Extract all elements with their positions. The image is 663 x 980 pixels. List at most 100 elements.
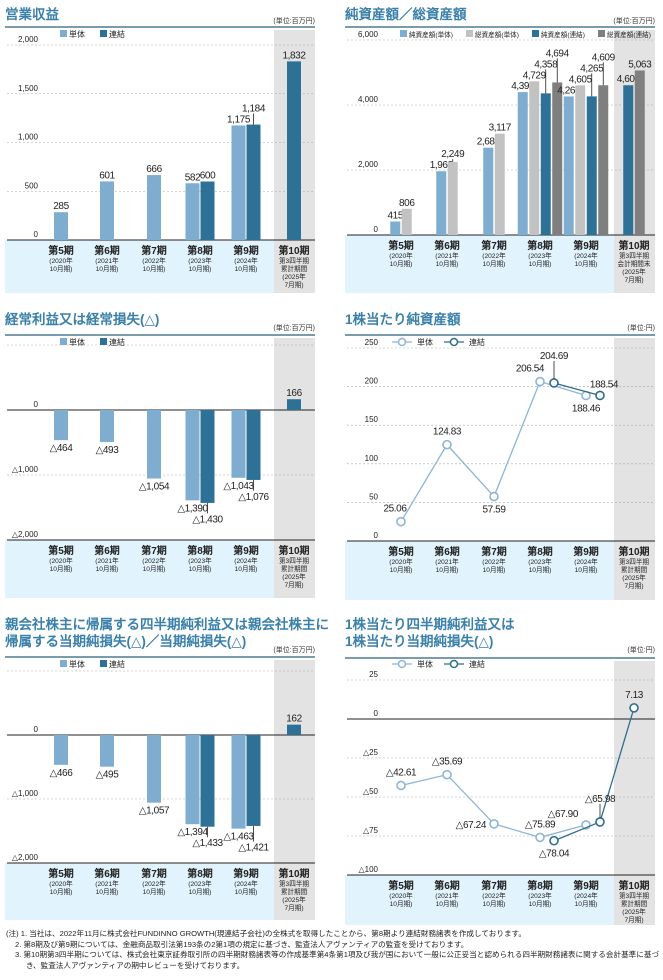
bar: [54, 735, 68, 765]
y-tick-label: 1,500: [18, 84, 39, 93]
category-sublabel: (2025年: [282, 272, 306, 281]
chart-title: 親会社株主に帰属する四半期純利益又は親会社株主に: [5, 616, 329, 632]
category-sublabel: 10月期): [390, 260, 413, 268]
category-sublabel: (2020年: [49, 256, 73, 265]
category-label: 第6期: [434, 879, 460, 892]
category-label: 第7期: [481, 545, 507, 558]
bar-value-label: 1,184: [242, 103, 266, 114]
bar: [100, 410, 114, 443]
legend-label: 純資産額(単体): [409, 30, 453, 39]
category-sublabel: (2025年: [622, 907, 646, 916]
category-label: 第6期: [434, 239, 460, 252]
bar: [200, 410, 215, 503]
y-tick-label: △25: [363, 748, 379, 757]
category-label: 第10期: [278, 544, 309, 557]
bar: [540, 93, 551, 236]
y-tick-label: 100: [365, 454, 379, 463]
category-sublabel: (2021年: [435, 251, 459, 260]
y-tick-label: △1,000: [12, 789, 39, 798]
chart-title: 帰属する当期純損失(△)／当期純損失(△): [5, 633, 246, 649]
bar: [586, 96, 597, 235]
category-sublabel: 第3四半期: [619, 557, 649, 566]
bar-value-label: 166: [286, 388, 302, 399]
bar-value-label: △464: [50, 443, 74, 454]
bar-value-label: 285: [53, 201, 69, 212]
bar: [200, 181, 215, 240]
bar: [147, 735, 161, 803]
category-sublabel: (2020年: [389, 251, 413, 260]
bar-value-label: 806: [399, 198, 415, 209]
category-sublabel: 10月期): [575, 260, 598, 268]
legend-label: 単体: [417, 337, 433, 347]
category-sublabel: (2024年: [574, 891, 598, 900]
legend-swatch: [100, 660, 107, 667]
point-value-label: 188.46: [572, 404, 601, 415]
bar: [287, 61, 301, 240]
category-sublabel: (2024年: [234, 556, 258, 565]
unit-label: (単位:百万円): [273, 16, 315, 25]
y-tick-label: 4,000: [358, 95, 379, 104]
legend-label: 連結: [109, 337, 125, 347]
category-sublabel: (2022年: [142, 556, 166, 565]
category-label: 第7期: [141, 244, 167, 257]
category-label: 第6期: [94, 867, 120, 880]
bar: [494, 133, 505, 235]
bar: [390, 221, 401, 235]
category-label: 第10期: [618, 545, 649, 558]
chart-ordinary-income: 経常利益又は経常損失(△)(単位:百万円)0△1,000△2,000第5期(20…: [5, 311, 315, 598]
unit-label: (単位:百万円): [273, 323, 315, 332]
bar-value-label: 601: [99, 170, 115, 181]
bar-value-label: △1,076: [238, 492, 269, 503]
data-point: [595, 390, 605, 401]
category-label: 第9期: [573, 545, 599, 558]
current-period-highlight: [614, 30, 655, 293]
legend-label: 単体: [69, 29, 85, 39]
bar-value-label: 415: [388, 211, 404, 222]
chart-title: 1株当たり純資産額: [345, 311, 461, 327]
category-sublabel: (2024年: [234, 256, 258, 265]
y-tick-label: 0: [374, 225, 379, 234]
category-band: [345, 235, 655, 293]
point-value-label: 7.13: [625, 690, 644, 701]
category-sublabel: 10月期): [575, 566, 598, 574]
category-sublabel: 10月期): [529, 566, 552, 574]
category-label: 第6期: [434, 545, 460, 558]
bar: [623, 85, 634, 236]
category-sublabel: (2021年: [95, 879, 119, 888]
legend-label: 連結: [469, 337, 485, 347]
category-sublabel: (2023年: [188, 256, 212, 265]
unit-label: (単位:百万円): [273, 645, 315, 654]
y-tick-label: △2,000: [12, 530, 39, 539]
bar: [246, 410, 261, 480]
category-sublabel: 10月期): [436, 260, 459, 268]
bar-value-label: 4,608: [617, 74, 641, 85]
legend-marker: [397, 337, 407, 347]
point-value-label: 25.06: [383, 504, 407, 515]
y-tick-label: 2,000: [358, 160, 379, 169]
bar-value-label: △1,430: [192, 514, 223, 525]
category-sublabel: 10月期): [483, 260, 506, 268]
bar-value-label: 1,832: [282, 50, 306, 61]
data-point: [595, 817, 605, 827]
point-value-label: 57.59: [482, 505, 506, 516]
bar: [436, 171, 447, 235]
category-label: 第7期: [481, 239, 507, 252]
category-sublabel: 第3四半期: [619, 251, 649, 260]
category-sublabel: (2023年: [188, 879, 212, 888]
category-label: 第7期: [141, 544, 167, 557]
y-tick-label: 200: [365, 377, 379, 386]
category-sublabel: 10月期): [96, 265, 119, 273]
bar-value-label: 4,694: [546, 48, 570, 59]
data-point: [442, 439, 452, 450]
category-sublabel: (2025年: [622, 573, 646, 582]
series-line: [553, 382, 601, 397]
point-value-label: △75.89: [525, 819, 556, 830]
bar: [185, 410, 200, 501]
bar-value-label: 4,397: [511, 81, 535, 92]
point-value-label: 188.54: [590, 379, 619, 390]
category-label: 第9期: [573, 879, 599, 892]
category-sublabel: 10月期): [390, 900, 413, 908]
category-label: 第9期: [233, 867, 259, 880]
bar: [100, 735, 114, 767]
y-tick-label: 500: [25, 181, 39, 190]
